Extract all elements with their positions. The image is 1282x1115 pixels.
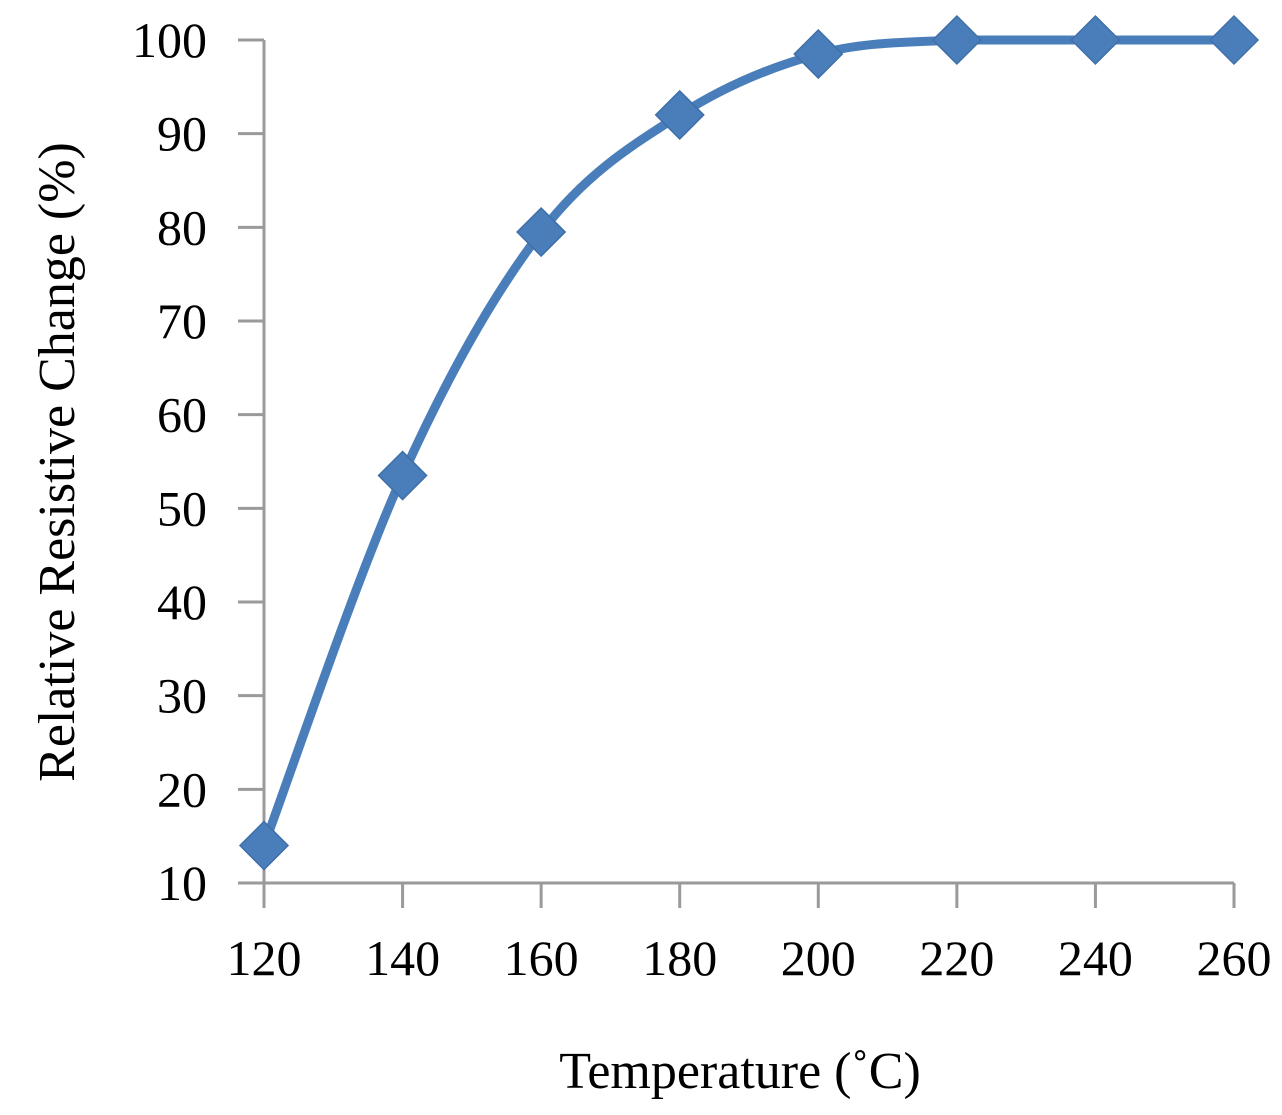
- x-axis-title: Temperature (˚C): [559, 1043, 921, 1100]
- series-line: [259, 35, 1239, 851]
- data-point-marker: [793, 28, 844, 80]
- x-tick-label: 200: [781, 930, 856, 986]
- data-point-marker: [1208, 14, 1260, 66]
- axes: [238, 40, 1234, 885]
- y-tick-label: 20: [157, 761, 207, 817]
- y-tick-label: 50: [157, 480, 207, 536]
- data-point-marker: [1070, 14, 1121, 66]
- data-point-marker: [238, 820, 290, 871]
- x-tick-label: 140: [365, 930, 440, 986]
- data-point-marker: [654, 89, 705, 140]
- y-tick-label: 80: [157, 199, 207, 255]
- x-tick-label: 260: [1197, 930, 1272, 986]
- y-tick-label: 100: [132, 12, 207, 68]
- ticks: 10 20 30 40 50 60 70 80 90 100 120 140 160 180 200 220 2…: [132, 12, 1272, 986]
- y-tick-label: 90: [157, 106, 207, 162]
- x-tick-label: 160: [504, 930, 579, 986]
- y-tick-label: 70: [157, 293, 207, 349]
- x-tick-label: 120: [227, 930, 302, 986]
- data-point-marker: [516, 206, 567, 258]
- x-tick-label: 180: [642, 930, 717, 986]
- data-point-marker: [377, 450, 428, 501]
- data-point-marker: [931, 14, 982, 66]
- x-tick-label: 240: [1058, 930, 1133, 986]
- series-layer: [238, 14, 1260, 871]
- y-tick-label: 30: [157, 668, 207, 724]
- y-tick-label: 10: [157, 855, 207, 911]
- y-tick-label: 60: [157, 387, 207, 443]
- y-axis-title: Relative Resistive Change (%): [29, 142, 86, 782]
- x-tick-label: 220: [919, 930, 994, 986]
- y-tick-label: 40: [157, 574, 207, 630]
